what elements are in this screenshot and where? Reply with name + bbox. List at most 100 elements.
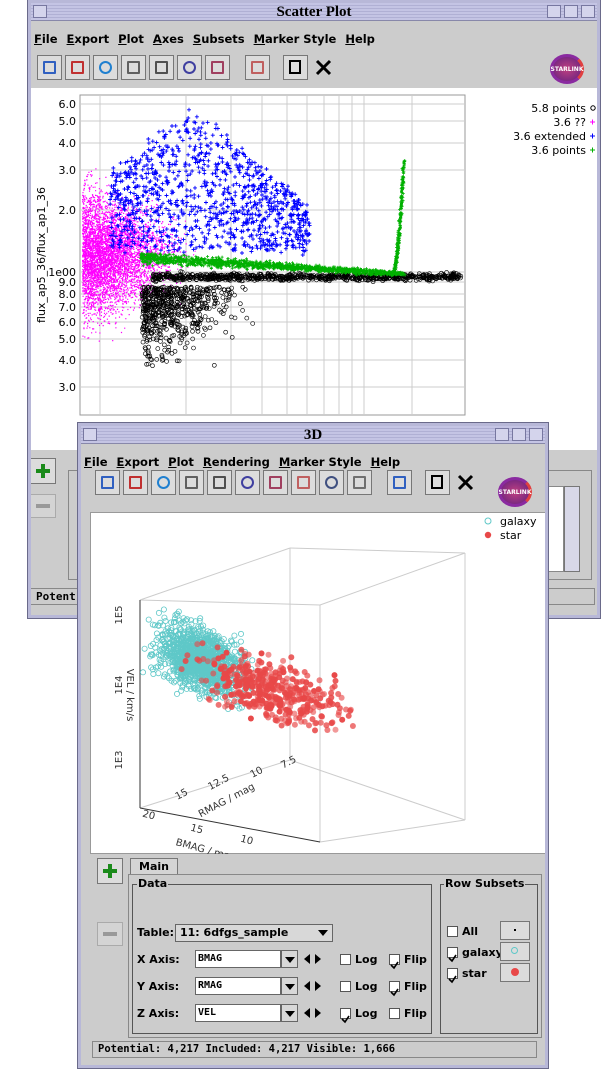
toolbar-button[interactable] bbox=[95, 470, 120, 495]
menu-item[interactable]: Subsets bbox=[192, 32, 245, 46]
z-axis-label: VEL / km/s bbox=[124, 669, 135, 722]
window-control[interactable] bbox=[547, 5, 561, 18]
minus bbox=[36, 504, 50, 508]
menu-item[interactable]: Marker Style bbox=[278, 455, 362, 469]
subset-style-button[interactable] bbox=[500, 921, 530, 940]
galaxy-point bbox=[159, 636, 166, 643]
menu-item[interactable]: Help bbox=[370, 455, 401, 469]
checkbox[interactable] bbox=[340, 954, 351, 965]
next-column[interactable] bbox=[315, 981, 321, 991]
checkbox[interactable] bbox=[447, 926, 458, 937]
star-point bbox=[246, 668, 253, 675]
tab[interactable]: Main bbox=[130, 858, 178, 875]
star-point bbox=[282, 679, 289, 686]
checkbox[interactable] bbox=[389, 981, 400, 997]
toolbar-button[interactable] bbox=[179, 470, 204, 495]
checkbox[interactable] bbox=[340, 1008, 351, 1024]
window-control[interactable] bbox=[495, 428, 509, 441]
points-green bbox=[139, 159, 407, 278]
menu-item[interactable]: Plot bbox=[118, 32, 144, 46]
galaxy-point bbox=[176, 624, 183, 631]
galaxy-point bbox=[174, 671, 181, 678]
remove-button[interactable] bbox=[31, 494, 56, 518]
toolbar-button[interactable] bbox=[151, 470, 176, 495]
next-column[interactable] bbox=[315, 954, 321, 964]
menu-item[interactable]: File bbox=[34, 32, 58, 46]
close-button[interactable] bbox=[311, 55, 336, 80]
y-tick-label: 2.0 bbox=[59, 204, 77, 217]
toolbar-button[interactable] bbox=[235, 470, 260, 495]
galaxy-point bbox=[160, 606, 167, 613]
y-tick-label: 3.0 bbox=[59, 381, 77, 394]
prev-column[interactable] bbox=[304, 954, 310, 964]
prev-column[interactable] bbox=[304, 981, 310, 991]
galaxy-point bbox=[167, 632, 174, 639]
check-mark bbox=[390, 961, 399, 970]
toolbar-button[interactable] bbox=[291, 470, 316, 495]
table-combo[interactable]: 11: 6dfgs_sample bbox=[175, 924, 333, 942]
help-button[interactable] bbox=[283, 55, 308, 80]
subset-marker bbox=[511, 968, 519, 976]
checkbox[interactable] bbox=[340, 981, 351, 992]
toolbar-button[interactable] bbox=[263, 470, 288, 495]
checkbox[interactable] bbox=[389, 954, 400, 970]
toolbar-button[interactable] bbox=[121, 55, 146, 80]
galaxy-point bbox=[184, 616, 191, 623]
help-button[interactable] bbox=[425, 470, 450, 495]
window-menu-button[interactable] bbox=[83, 428, 97, 441]
galaxy-point bbox=[187, 674, 194, 681]
menu-item[interactable]: Help bbox=[345, 32, 375, 46]
star-point bbox=[349, 723, 356, 729]
checkbox[interactable] bbox=[389, 1008, 400, 1019]
checkbox[interactable] bbox=[447, 968, 458, 984]
menu-item[interactable]: Plot bbox=[168, 455, 194, 469]
add-button[interactable] bbox=[97, 858, 123, 884]
menu-item[interactable]: Export bbox=[66, 32, 110, 46]
logo-text: STARLINK bbox=[550, 65, 584, 73]
toolbar-button[interactable] bbox=[319, 470, 344, 495]
menu-item[interactable]: File bbox=[84, 455, 108, 469]
column-field[interactable]: VEL bbox=[195, 1004, 281, 1022]
check-mark bbox=[390, 988, 399, 997]
subset-style-button[interactable] bbox=[500, 942, 530, 961]
next-column[interactable] bbox=[315, 1008, 321, 1018]
toolbar-button[interactable] bbox=[37, 55, 62, 80]
star-point bbox=[310, 704, 317, 711]
toolbar-button[interactable] bbox=[205, 55, 230, 80]
galaxy-point bbox=[165, 651, 172, 658]
toolbar-button[interactable] bbox=[245, 55, 270, 80]
galaxy-point bbox=[149, 666, 156, 673]
close-button[interactable] bbox=[453, 470, 478, 495]
toolbar-button[interactable] bbox=[65, 55, 90, 80]
star-point bbox=[214, 683, 221, 690]
galaxy-point bbox=[173, 690, 180, 697]
checkbox[interactable] bbox=[447, 947, 458, 963]
toolbar-button[interactable] bbox=[123, 470, 148, 495]
menu-item[interactable]: Axes bbox=[152, 32, 184, 46]
column-field[interactable]: RMAG bbox=[195, 977, 281, 995]
window-menu-button[interactable] bbox=[33, 5, 47, 18]
window-control[interactable] bbox=[529, 428, 543, 441]
toolbar-button[interactable] bbox=[93, 55, 118, 80]
star-point bbox=[222, 693, 229, 700]
column-field[interactable]: BMAG bbox=[195, 950, 281, 968]
toolbar-button[interactable] bbox=[387, 470, 412, 495]
toolbar-button[interactable] bbox=[347, 470, 372, 495]
galaxy-point bbox=[232, 658, 239, 665]
window-control[interactable] bbox=[512, 428, 526, 441]
add-button[interactable] bbox=[31, 458, 56, 484]
toolbar-button[interactable] bbox=[207, 470, 232, 495]
menu-item[interactable]: Export bbox=[116, 455, 160, 469]
galaxy-point bbox=[165, 640, 172, 647]
menu-item[interactable]: Marker Style bbox=[253, 32, 337, 46]
subset-style-button[interactable] bbox=[500, 963, 530, 982]
window-control[interactable] bbox=[564, 5, 578, 18]
toolbar-button[interactable] bbox=[177, 55, 202, 80]
window-control[interactable] bbox=[581, 5, 595, 18]
combo-arrow bbox=[285, 984, 295, 990]
toolbar-button[interactable] bbox=[149, 55, 174, 80]
menu-item[interactable]: Rendering bbox=[202, 455, 270, 469]
remove-button[interactable] bbox=[97, 922, 123, 946]
prev-column[interactable] bbox=[304, 1008, 310, 1018]
